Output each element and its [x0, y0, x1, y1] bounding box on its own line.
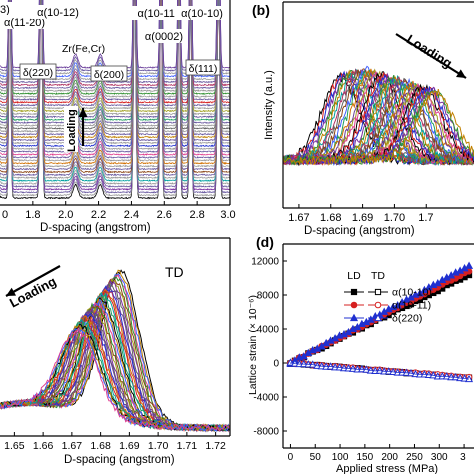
label-alpha-0002: α(0002) — [145, 31, 183, 43]
legend-marker-td — [373, 313, 383, 322]
label-alpha-10-10-bg — [175, 6, 229, 20]
panel-c: 1.65 1.66 1.67 1.68 1.69 1.70 1.71 1.72 D-spacin… — [0, 237, 231, 466]
panel-a-lines — [0, 0, 230, 200]
loading-a-bg — [64, 106, 78, 152]
panel-c-lines — [0, 269, 230, 433]
x-tick-label: 200 — [381, 452, 398, 463]
x-tick-label: 2.4 — [124, 209, 139, 221]
x-tick-label: 300 — [431, 452, 448, 463]
label-alpha-10-11: α(10-11) — [137, 8, 178, 20]
panel-label-d: (d) — [256, 234, 274, 250]
intensity-profile — [0, 276, 230, 433]
y-tick-label: 12000 — [251, 257, 279, 268]
x-tick-label: 1.66 — [33, 440, 54, 452]
x-tick-label: 1.69 — [119, 440, 140, 452]
y-tick-label: 0 — [273, 359, 279, 370]
label-alpha-10-12-bg — [31, 5, 85, 19]
legend-marker-td — [374, 288, 382, 296]
x-axis-label: D-spacing (angstrom) — [304, 225, 415, 237]
intensity-profile — [0, 306, 230, 433]
legend-label: α(10-10) — [392, 287, 432, 299]
label-alpha-10-11-bg — [131, 6, 185, 20]
panel-d-plot — [286, 261, 474, 383]
loading-arrow-c — [5, 265, 61, 297]
x-tick-label: 1.72 — [205, 440, 226, 452]
legend-header-ld: LD — [347, 270, 361, 282]
intensity-profile — [0, 327, 230, 432]
panel-label-b: (b) — [252, 2, 270, 18]
x-tick-label: 3 — [460, 452, 466, 463]
label-zr-fe-cr: Zr(Fe,Cr) — [62, 43, 105, 55]
y-tick-label: -4000 — [253, 393, 279, 404]
x-axis-label: Applied stress (MPa) — [336, 463, 438, 474]
x-tick-label: 0 — [2, 209, 8, 221]
label-alpha-partial: 3) — [0, 4, 10, 16]
label-delta-220-box — [19, 63, 57, 80]
panel-a: 1.8 2.0 2.2 2.4 2.6 2.8 3.0 0 D-spacing (angstro… — [0, 0, 236, 234]
ld-point — [464, 261, 474, 269]
y-axis-label: Lattice strain (× 10⁻⁶) — [247, 295, 259, 395]
panel-b: 1.67 1.68 1.69 1.70 1.7D-spacing (angstrom) I… — [252, 1, 474, 237]
label-alpha-10-10: α(10-10) — [181, 8, 223, 20]
x-tick-label: 1.70 — [384, 212, 405, 224]
td-series-line — [290, 362, 470, 380]
x-tick-label: 1.71 — [177, 440, 198, 452]
x-tick-label: 1.67 — [288, 212, 309, 224]
x-tick-label: 1.70 — [148, 440, 169, 452]
y-axis-label: Intensity (a.u.) — [263, 70, 275, 140]
legend-marker-ld — [350, 301, 358, 309]
x-tick-label: 1.67 — [62, 440, 83, 452]
legend-marker-ld — [350, 288, 358, 296]
x-tick-label: 3.0 — [220, 209, 235, 221]
x-tick-label: 2.2 — [91, 209, 106, 221]
x-tick-label: 1.65 — [4, 440, 25, 452]
legend-marker-ld — [349, 313, 359, 322]
label-delta-200-box — [90, 65, 128, 82]
label-delta-111: δ(111) — [189, 63, 218, 75]
x-tick-label: 1.69 — [352, 212, 373, 224]
td-label: TD — [165, 264, 184, 280]
x-tick-label: 2.0 — [58, 209, 73, 221]
x-tick-label: 50 — [310, 452, 322, 463]
panel-d: 0 50 100 150 200 250 300 3 12000 8000 4000 0 -4000 -8… — [247, 234, 474, 474]
y-tick-label: 4000 — [257, 325, 280, 336]
x-axis-label: D-spacing (angstrom) — [64, 454, 175, 466]
x-axis-label: D-spacing (angstrom) — [40, 222, 151, 234]
x-tick-label: 0 — [288, 452, 294, 463]
label-delta-111-box — [185, 59, 221, 76]
label-delta-200: δ(200) — [94, 69, 124, 81]
legend-marker-td — [374, 301, 382, 309]
panel-b-lines — [283, 65, 474, 167]
label-alpha-0002-bg — [140, 29, 188, 43]
x-tick-label: 2.6 — [157, 209, 172, 221]
x-tick-label: 2.8 — [189, 209, 204, 221]
label-alpha-11-20: α(11-20) — [4, 17, 45, 29]
y-tick-label: -8000 — [253, 427, 279, 438]
x-tick-label: 1.68 — [90, 440, 111, 452]
loading-arrow-b-head — [455, 69, 466, 78]
label-delta-220: δ(220) — [23, 67, 53, 79]
label-alpha-partial-bg — [0, 2, 15, 16]
loading-arrow-b — [395, 33, 467, 79]
loading-arrow-a-head — [78, 108, 88, 117]
y-tick-label: 8000 — [257, 291, 280, 302]
label-alpha-10-12: α(10-12) — [37, 7, 79, 19]
x-tick-label: 250 — [406, 452, 423, 463]
ld-series-line — [290, 265, 470, 365]
intensity-profile — [283, 88, 474, 166]
x-tick-label: 1.7 — [418, 212, 433, 224]
x-tick-label: 150 — [357, 452, 374, 463]
loading-label-a: Loading — [66, 109, 78, 152]
x-tick-label: 1.68 — [320, 212, 341, 224]
intensity-profile — [0, 325, 230, 432]
x-tick-label: 1.8 — [25, 209, 40, 221]
legend-header-td: TD — [371, 270, 385, 282]
x-tick-label: 100 — [332, 452, 349, 463]
legend-label: δ(220) — [392, 313, 422, 325]
legend-label: α(10-11) — [392, 300, 431, 312]
loading-arrow-c-head — [6, 287, 17, 296]
